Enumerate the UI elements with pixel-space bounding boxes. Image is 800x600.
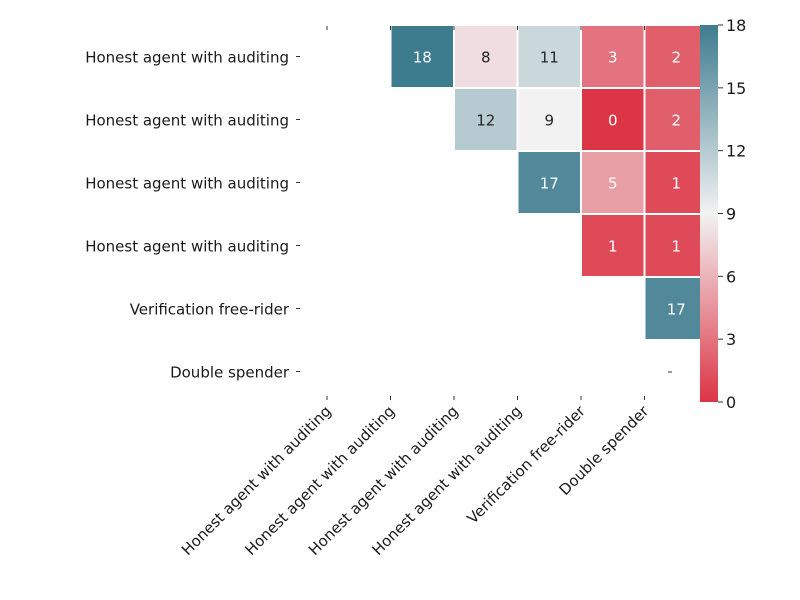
cell-value-label: 0 [608,112,618,130]
cell-value-label: 3 [608,49,618,67]
heatmap-cell [453,87,519,152]
colorbar-scale [700,25,718,402]
cell-value-label: 17 [667,301,686,319]
heatmap-cell [643,150,709,215]
heatmap-cell [516,150,582,215]
cell-value-label: 5 [608,175,618,193]
cell-value-label: 18 [413,49,432,67]
colorbar-tick-label: 18 [726,16,746,35]
cell-value-label: 8 [481,49,491,67]
row-label: Honest agent with auditing [85,49,289,67]
row-label: Verification free-rider [130,301,290,319]
row-label: Honest agent with auditing [85,175,289,193]
cell-value-label: 1 [671,238,681,256]
colorbar-tick-label: 0 [726,393,736,412]
heatmap-cells [389,24,709,341]
cell-value-label: 9 [544,112,554,130]
colorbar-tick-label: 12 [726,142,746,161]
heatmap-cell [643,213,709,278]
cell-value-label: 12 [476,112,495,130]
cell-value-label: 11 [540,49,559,67]
colorbar-tick-label: 15 [726,79,746,98]
heatmap-cell [389,24,455,89]
cell-value-labels: 18 8 11 3 212 9 0 217 5 11 117 [413,49,686,319]
heatmap-cell [580,87,646,152]
heatmap-cell [453,24,519,89]
row-label: Honest agent with auditing [85,238,289,256]
colorbar-tick-label: 6 [726,267,736,286]
row-label: Honest agent with auditing [85,112,289,130]
column-label: Verification free-rider [463,402,589,528]
cell-value-label: 2 [671,112,681,130]
row-axis: Honest agent with auditing Honest agent w… [85,49,300,382]
heatmap-cell [580,213,646,278]
colorbar-tick-label: 3 [726,330,736,349]
cell-value-label: 17 [540,175,559,193]
cell-value-label: 1 [608,238,618,256]
row-label: Double spender [170,364,290,382]
colorbar: 0 3 6 9 12 15 18 [700,16,746,412]
cell-value-label: 2 [671,49,681,67]
colorbar-tick-label: 9 [726,205,736,224]
cell-value-label: 1 [671,175,681,193]
